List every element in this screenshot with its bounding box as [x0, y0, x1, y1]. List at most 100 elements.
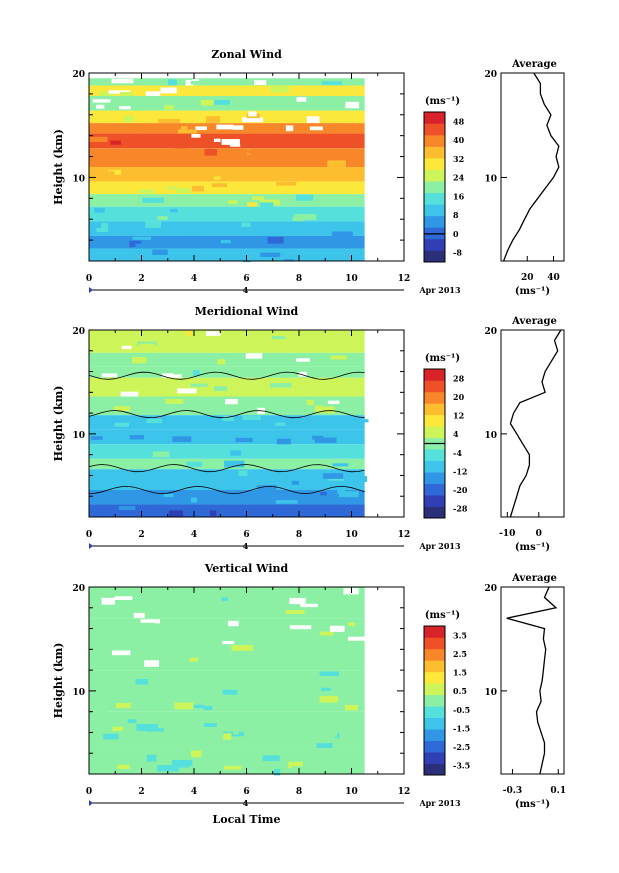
panel2-cell — [217, 359, 226, 365]
panel3-cell — [344, 704, 358, 711]
panel2-colorbar-seg — [424, 506, 445, 519]
panel1-cell — [139, 155, 154, 161]
panel2-cell — [217, 485, 237, 493]
panel1-band — [89, 167, 365, 182]
panel3-colorbar-frame — [423, 625, 446, 776]
panel1-cell — [89, 136, 108, 143]
panel1-cell — [267, 236, 284, 244]
panel3-day-label: 4 — [243, 798, 249, 808]
panel1-cell — [181, 126, 188, 132]
panel1-cell — [252, 196, 264, 201]
panel2-colorbar-seg — [424, 369, 445, 381]
panel2-cell — [225, 399, 238, 405]
panel1-cell — [260, 89, 270, 96]
panel1-avg-title: Average — [511, 59, 557, 70]
panel1-avg-xtick-label: 40 — [547, 273, 560, 283]
panel3-cell — [329, 625, 345, 632]
panel1-cell — [216, 124, 234, 130]
panel3-cell — [234, 755, 252, 761]
panel3-cell — [321, 729, 338, 737]
panel1-cell — [327, 160, 346, 168]
panel1-cell — [174, 142, 188, 150]
panel1-xtick-label: 6 — [243, 274, 249, 284]
panel1-ytick-label: 10 — [72, 174, 85, 184]
panel2-cell — [168, 510, 184, 517]
panel2-band — [89, 352, 365, 367]
panel2-cell — [298, 371, 307, 377]
panel3-cell — [319, 671, 340, 677]
panel2-cell — [256, 485, 277, 492]
panel2-colorbar-seg — [424, 414, 445, 427]
panel3-colorbar-seg — [424, 717, 445, 730]
panel3-colorbar-seg — [424, 729, 445, 741]
panel1-cell — [185, 236, 198, 243]
panel2-contour — [88, 371, 365, 380]
panel2-colorbar-seg — [424, 483, 445, 496]
panel2-cell — [281, 506, 302, 514]
panel1-cell — [136, 126, 148, 134]
panel1-cell — [247, 202, 258, 210]
panel1-colorbar-label: 24 — [453, 173, 465, 183]
panel1-cell — [345, 101, 360, 109]
panel3-cell — [215, 769, 234, 774]
panel1-ytick-label: 20 — [72, 70, 85, 80]
panel1-cell — [297, 158, 320, 163]
panel2-cell — [286, 461, 306, 467]
panel2-cell — [146, 418, 163, 424]
panel1-colorbar-seg — [424, 146, 445, 159]
panel1-cell — [231, 149, 254, 154]
panel1-cell — [157, 215, 168, 221]
panel1-cell — [108, 90, 131, 94]
panel2-cell — [281, 372, 292, 380]
panel3-cell — [316, 733, 335, 740]
panel1-cell — [93, 222, 102, 229]
panel2-xtick-label: 8 — [296, 530, 302, 540]
panel1-cell — [214, 176, 221, 180]
panel3-avg-ytick-label: 10 — [484, 688, 497, 698]
panel3-cell — [135, 679, 149, 685]
panel3-colorbar-label: -2.5 — [453, 742, 470, 752]
panel1-xtick-label: 12 — [398, 274, 411, 284]
panel2-avg-xtick-label: 0 — [536, 529, 542, 539]
panel1-cell — [94, 207, 105, 213]
panel2-avg-frame — [500, 329, 565, 518]
panel2-ytick-label: 20 — [72, 327, 85, 337]
panel2-colorbar-seg — [424, 472, 445, 484]
panel1-date-marker — [89, 287, 93, 293]
panel2-cell — [316, 406, 335, 414]
panel1-cell — [295, 194, 314, 201]
panel1-cell — [191, 185, 204, 192]
panel1-cell — [335, 207, 347, 211]
panel3-cell — [112, 726, 124, 731]
panel1-colorbar-unit: (ms⁻¹) — [425, 96, 460, 107]
panel2-cell — [91, 436, 103, 440]
panel2-xtick-label: 0 — [86, 530, 92, 540]
panel3-cell — [319, 592, 327, 597]
panel1-colorbar-seg — [424, 250, 445, 263]
panel1-cell — [96, 227, 109, 232]
panel1-cell — [318, 90, 333, 98]
panel2-cell — [332, 463, 349, 467]
panel2-cell — [120, 391, 139, 397]
panel1-cell — [236, 171, 244, 176]
panel2-cell — [186, 461, 203, 467]
panel2-cell — [339, 491, 359, 498]
panel2-cell — [173, 370, 185, 375]
panel1-colorbar-seg — [424, 123, 445, 136]
panel3-cell — [300, 603, 318, 608]
panel2-cell — [132, 356, 147, 364]
panel1-cell — [118, 106, 131, 110]
panel3-xtick-label: 10 — [345, 787, 358, 797]
panel1-cell — [185, 79, 194, 87]
panel2-cell — [242, 415, 261, 421]
panel1-cell — [200, 99, 214, 106]
panel2-cell — [312, 385, 325, 392]
panel1-cell — [170, 208, 178, 213]
panel3-cell — [300, 618, 323, 622]
panel3-cell — [172, 594, 192, 599]
panel2-cell — [193, 437, 203, 442]
panel1-cell — [167, 79, 177, 86]
panel1-xtick-label: 0 — [86, 274, 92, 284]
panel1-cell — [92, 99, 111, 103]
panel3-cell — [101, 597, 115, 605]
